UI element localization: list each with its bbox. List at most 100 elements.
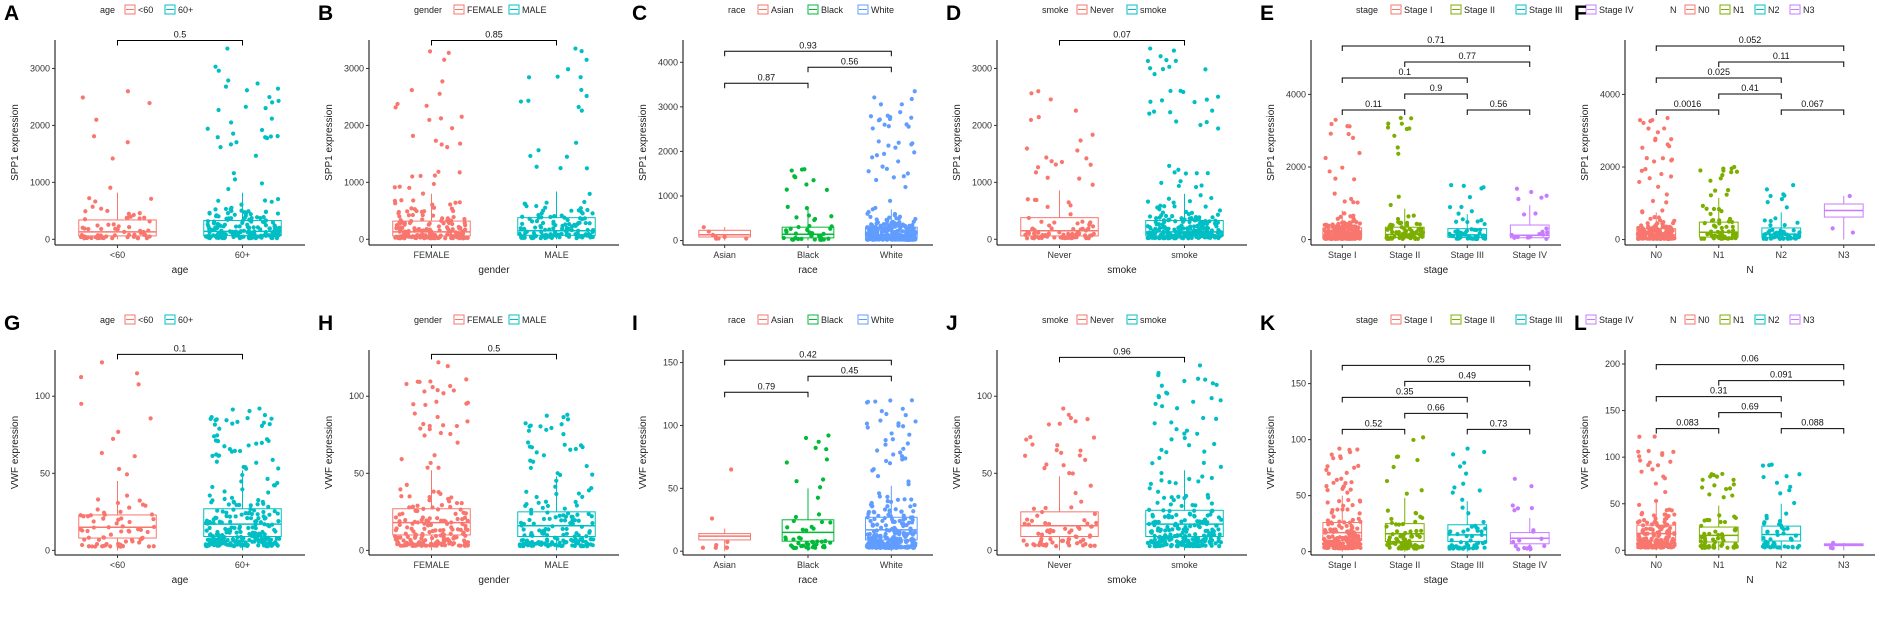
data-point	[1769, 462, 1774, 467]
data-point	[211, 434, 217, 439]
data-point	[229, 208, 234, 214]
data-point	[865, 425, 870, 430]
data-point	[1083, 542, 1088, 547]
data-point	[1161, 536, 1166, 541]
data-point	[869, 222, 874, 227]
data-point	[574, 503, 579, 508]
data-point	[1714, 474, 1720, 479]
data-point	[1386, 121, 1391, 126]
data-point	[1474, 545, 1479, 551]
data-point	[1342, 235, 1347, 240]
data-point	[1784, 205, 1789, 210]
data-point	[1090, 182, 1095, 187]
p-value: 0.35	[1396, 386, 1414, 396]
data-point	[413, 508, 418, 513]
data-point	[249, 215, 254, 221]
y-tick-label: 0	[45, 545, 50, 555]
data-point	[1329, 121, 1334, 127]
data-point	[1795, 545, 1800, 550]
panel-letter: D	[946, 2, 961, 25]
data-point	[584, 93, 589, 99]
data-point	[89, 235, 94, 241]
p-value: 0.052	[1739, 35, 1762, 45]
data-point	[1396, 522, 1402, 527]
data-point	[1731, 477, 1736, 482]
data-point	[1644, 155, 1649, 161]
data-point	[525, 440, 531, 445]
data-point	[451, 536, 456, 541]
data-point	[1397, 233, 1402, 238]
data-point	[1083, 457, 1088, 462]
data-point	[826, 236, 831, 241]
data-point	[448, 531, 453, 536]
data-point	[250, 539, 255, 544]
data-point	[1469, 209, 1474, 214]
data-point	[559, 231, 564, 237]
data-point	[1206, 533, 1211, 538]
data-point	[579, 87, 584, 93]
data-point	[896, 159, 901, 164]
data-point	[890, 527, 895, 532]
data-point	[1652, 519, 1657, 525]
data-point	[874, 177, 879, 183]
data-point	[590, 543, 595, 548]
x-axis-label: smoke	[1107, 575, 1137, 586]
y-tick-label: 150	[663, 358, 678, 368]
data-point	[583, 220, 588, 226]
data-point	[424, 228, 429, 233]
data-point	[215, 135, 220, 140]
data-point	[789, 168, 794, 173]
x-tick-label: Stage II	[1389, 560, 1420, 570]
data-point	[82, 537, 87, 542]
data-point	[1669, 137, 1674, 142]
data-point	[95, 507, 100, 512]
data-point	[82, 217, 88, 222]
data-point	[1202, 235, 1207, 240]
data-point	[532, 541, 537, 547]
data-point	[1483, 539, 1488, 545]
data-point	[436, 489, 441, 495]
data-point	[1540, 229, 1545, 234]
data-point	[1159, 98, 1165, 103]
data-point	[1450, 233, 1456, 239]
data-point	[238, 529, 243, 535]
data-point	[1420, 230, 1426, 235]
data-point	[878, 533, 883, 538]
data-point	[203, 542, 208, 547]
x-axis-label: N	[1746, 575, 1753, 586]
data-point	[1650, 198, 1656, 204]
data-point	[419, 536, 424, 541]
y-tick-label: 0	[359, 545, 364, 555]
data-point	[882, 515, 887, 521]
legend-label: <60	[138, 5, 153, 15]
data-point	[1181, 236, 1186, 241]
data-point	[1332, 191, 1337, 196]
data-point	[208, 532, 213, 537]
data-point	[1385, 125, 1391, 130]
data-point	[1187, 199, 1193, 204]
data-point	[1066, 231, 1071, 236]
data-point	[126, 528, 131, 533]
data-point	[899, 102, 904, 107]
data-point	[422, 433, 427, 438]
data-point	[260, 529, 265, 535]
data-point	[539, 229, 544, 235]
y-tick-label: 1000	[658, 191, 678, 201]
data-point	[1060, 235, 1065, 241]
data-point	[908, 526, 913, 531]
data-point	[209, 541, 214, 547]
data-point	[1720, 534, 1725, 539]
data-point	[1158, 203, 1163, 208]
data-point	[400, 234, 406, 239]
data-point	[265, 476, 270, 481]
x-tick-label: Never	[1047, 560, 1071, 570]
data-point	[534, 203, 539, 209]
data-point	[405, 534, 410, 539]
data-point	[458, 225, 463, 231]
data-point	[1049, 159, 1054, 164]
data-point	[1357, 150, 1362, 156]
legend-label: MALE	[522, 315, 547, 325]
data-point	[259, 181, 265, 186]
data-point	[1713, 224, 1718, 229]
data-point	[824, 447, 829, 452]
